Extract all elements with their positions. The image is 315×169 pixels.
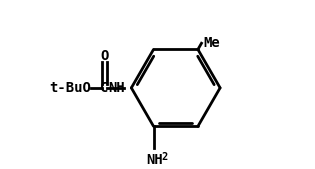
Text: O: O: [100, 49, 109, 63]
Text: NH: NH: [146, 153, 163, 167]
Text: C: C: [100, 81, 109, 95]
Text: NH: NH: [108, 81, 125, 95]
Text: 2: 2: [162, 152, 168, 162]
Text: t-BuO: t-BuO: [49, 81, 91, 95]
Text: Me: Me: [203, 36, 220, 50]
